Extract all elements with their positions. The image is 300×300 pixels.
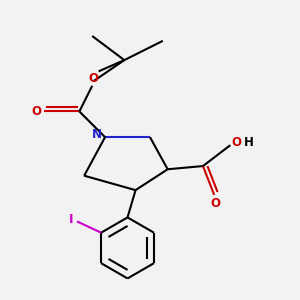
Text: O: O <box>210 197 220 210</box>
Text: O: O <box>89 72 99 85</box>
Text: H: H <box>244 136 254 149</box>
Text: O: O <box>31 105 41 118</box>
Text: I: I <box>69 213 74 226</box>
Text: N: N <box>92 128 102 141</box>
Text: O: O <box>231 136 241 149</box>
